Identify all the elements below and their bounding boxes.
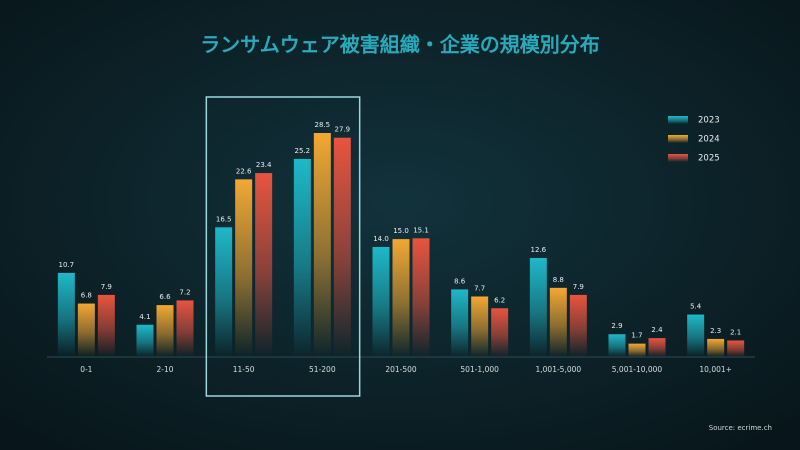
bar [333, 137, 351, 357]
value-label: 28.5 [315, 121, 331, 129]
value-label: 8.8 [553, 276, 564, 284]
bar [451, 289, 469, 357]
legend-swatch [668, 116, 688, 124]
value-label: 14.0 [373, 235, 389, 243]
legend-swatch [668, 135, 688, 143]
bar [471, 296, 489, 357]
value-label: 1.7 [631, 332, 642, 340]
bar [136, 324, 154, 357]
value-label: 25.2 [295, 147, 311, 155]
bar [608, 334, 626, 357]
bar [628, 343, 646, 357]
x-tick-label: 2-10 [156, 365, 173, 374]
value-label: 6.8 [81, 292, 92, 300]
value-label: 10.7 [59, 261, 75, 269]
value-label: 4.1 [139, 313, 150, 321]
bar [255, 173, 273, 357]
value-label: 7.2 [179, 288, 190, 296]
bar [235, 179, 253, 357]
value-label: 2.9 [611, 322, 622, 330]
bar [529, 257, 547, 357]
bar [491, 308, 509, 357]
value-label: 22.6 [236, 167, 252, 175]
bar [412, 238, 430, 357]
bar [372, 246, 390, 357]
x-tick-label: 5,001-10,000 [612, 365, 663, 374]
bar [549, 287, 567, 357]
legend-label: 2024 [698, 135, 720, 145]
source: Source: ecrime.ch [709, 424, 772, 432]
bar [707, 338, 725, 357]
value-label: 23.4 [256, 161, 272, 169]
value-label: 2.1 [730, 328, 741, 336]
value-label: 7.7 [474, 284, 485, 292]
x-tick-label: 51-200 [309, 365, 336, 374]
x-tick-label: 201-500 [385, 365, 417, 374]
bar [648, 338, 666, 357]
bar [57, 272, 75, 357]
value-label: 2.3 [710, 327, 721, 335]
bar [727, 340, 745, 357]
x-tick-label: 0-1 [80, 365, 92, 374]
value-label: 2.4 [651, 326, 663, 334]
value-label: 27.9 [335, 126, 351, 134]
bar [687, 314, 705, 357]
value-label: 16.5 [216, 215, 232, 223]
highlight-box [205, 96, 361, 397]
value-label: 15.0 [393, 227, 409, 235]
value-label: 15.1 [413, 226, 429, 234]
bar [156, 305, 174, 357]
x-tick-label: 10,001+ [699, 365, 732, 374]
bar [215, 227, 233, 357]
bar [313, 133, 331, 357]
value-label: 6.6 [159, 293, 171, 301]
bar [77, 303, 95, 357]
x-tick-label: 11-50 [233, 365, 255, 374]
chart-title: ランサムウェア被害組織・企業の規模別分布 [200, 33, 600, 57]
x-tick-label: 501-1,000 [460, 365, 499, 374]
legend-label: 2025 [698, 154, 720, 164]
bar [293, 158, 311, 357]
value-label: 6.2 [494, 296, 505, 304]
value-label: 5.4 [690, 303, 702, 311]
value-label: 12.6 [531, 246, 547, 254]
value-label: 7.9 [101, 283, 112, 291]
value-label: 7.9 [573, 283, 584, 291]
bar [176, 300, 194, 357]
bar [392, 239, 410, 357]
legend-label: 2023 [698, 116, 720, 126]
legend-swatch [668, 154, 688, 162]
value-label: 8.6 [454, 277, 466, 285]
bar [569, 294, 587, 357]
x-tick-label: 1,001-5,000 [536, 365, 582, 374]
bar [97, 294, 115, 357]
